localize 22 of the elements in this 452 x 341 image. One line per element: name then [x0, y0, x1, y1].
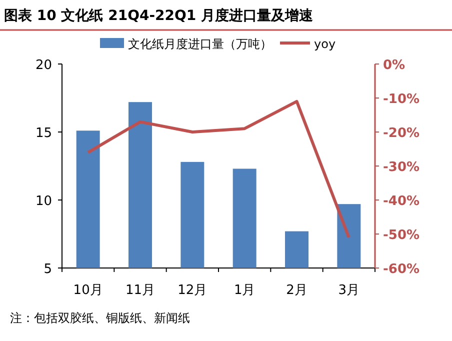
y-tick-label: 20 [35, 58, 52, 73]
y-tick-label: 15 [35, 126, 52, 141]
y2-tick-label: -20% [383, 126, 420, 141]
x-tick-label: 11月 [125, 283, 156, 298]
y2-tick-label: 0% [383, 58, 406, 73]
line-series [86, 100, 350, 239]
y2-tick-label: -30% [383, 160, 420, 175]
y2-tick-label: -10% [383, 92, 420, 107]
y2-tick-label: -50% [383, 228, 420, 243]
y2-tick-label: -40% [383, 194, 420, 209]
x-tick-label: 12月 [178, 283, 208, 298]
x-tick-label: 2月 [286, 283, 308, 298]
x-tick-label: 3月 [338, 283, 360, 298]
y-tick-label: 5 [44, 262, 52, 277]
chart-title: 图表 10 文化纸 21Q4-22Q1 月度进口量及增速 [4, 7, 314, 24]
legend-label: 文化纸月度进口量（万吨） [128, 37, 272, 51]
text: 注：包括双胶纸、铜版纸、新闻纸 [10, 311, 190, 325]
y2-tick-label: -60% [383, 262, 420, 277]
legend-label: yoy [314, 37, 336, 51]
x-tick-label: 1月 [234, 283, 256, 298]
x-tick-label: 10月 [73, 283, 103, 298]
y-tick-label: 10 [35, 194, 52, 209]
